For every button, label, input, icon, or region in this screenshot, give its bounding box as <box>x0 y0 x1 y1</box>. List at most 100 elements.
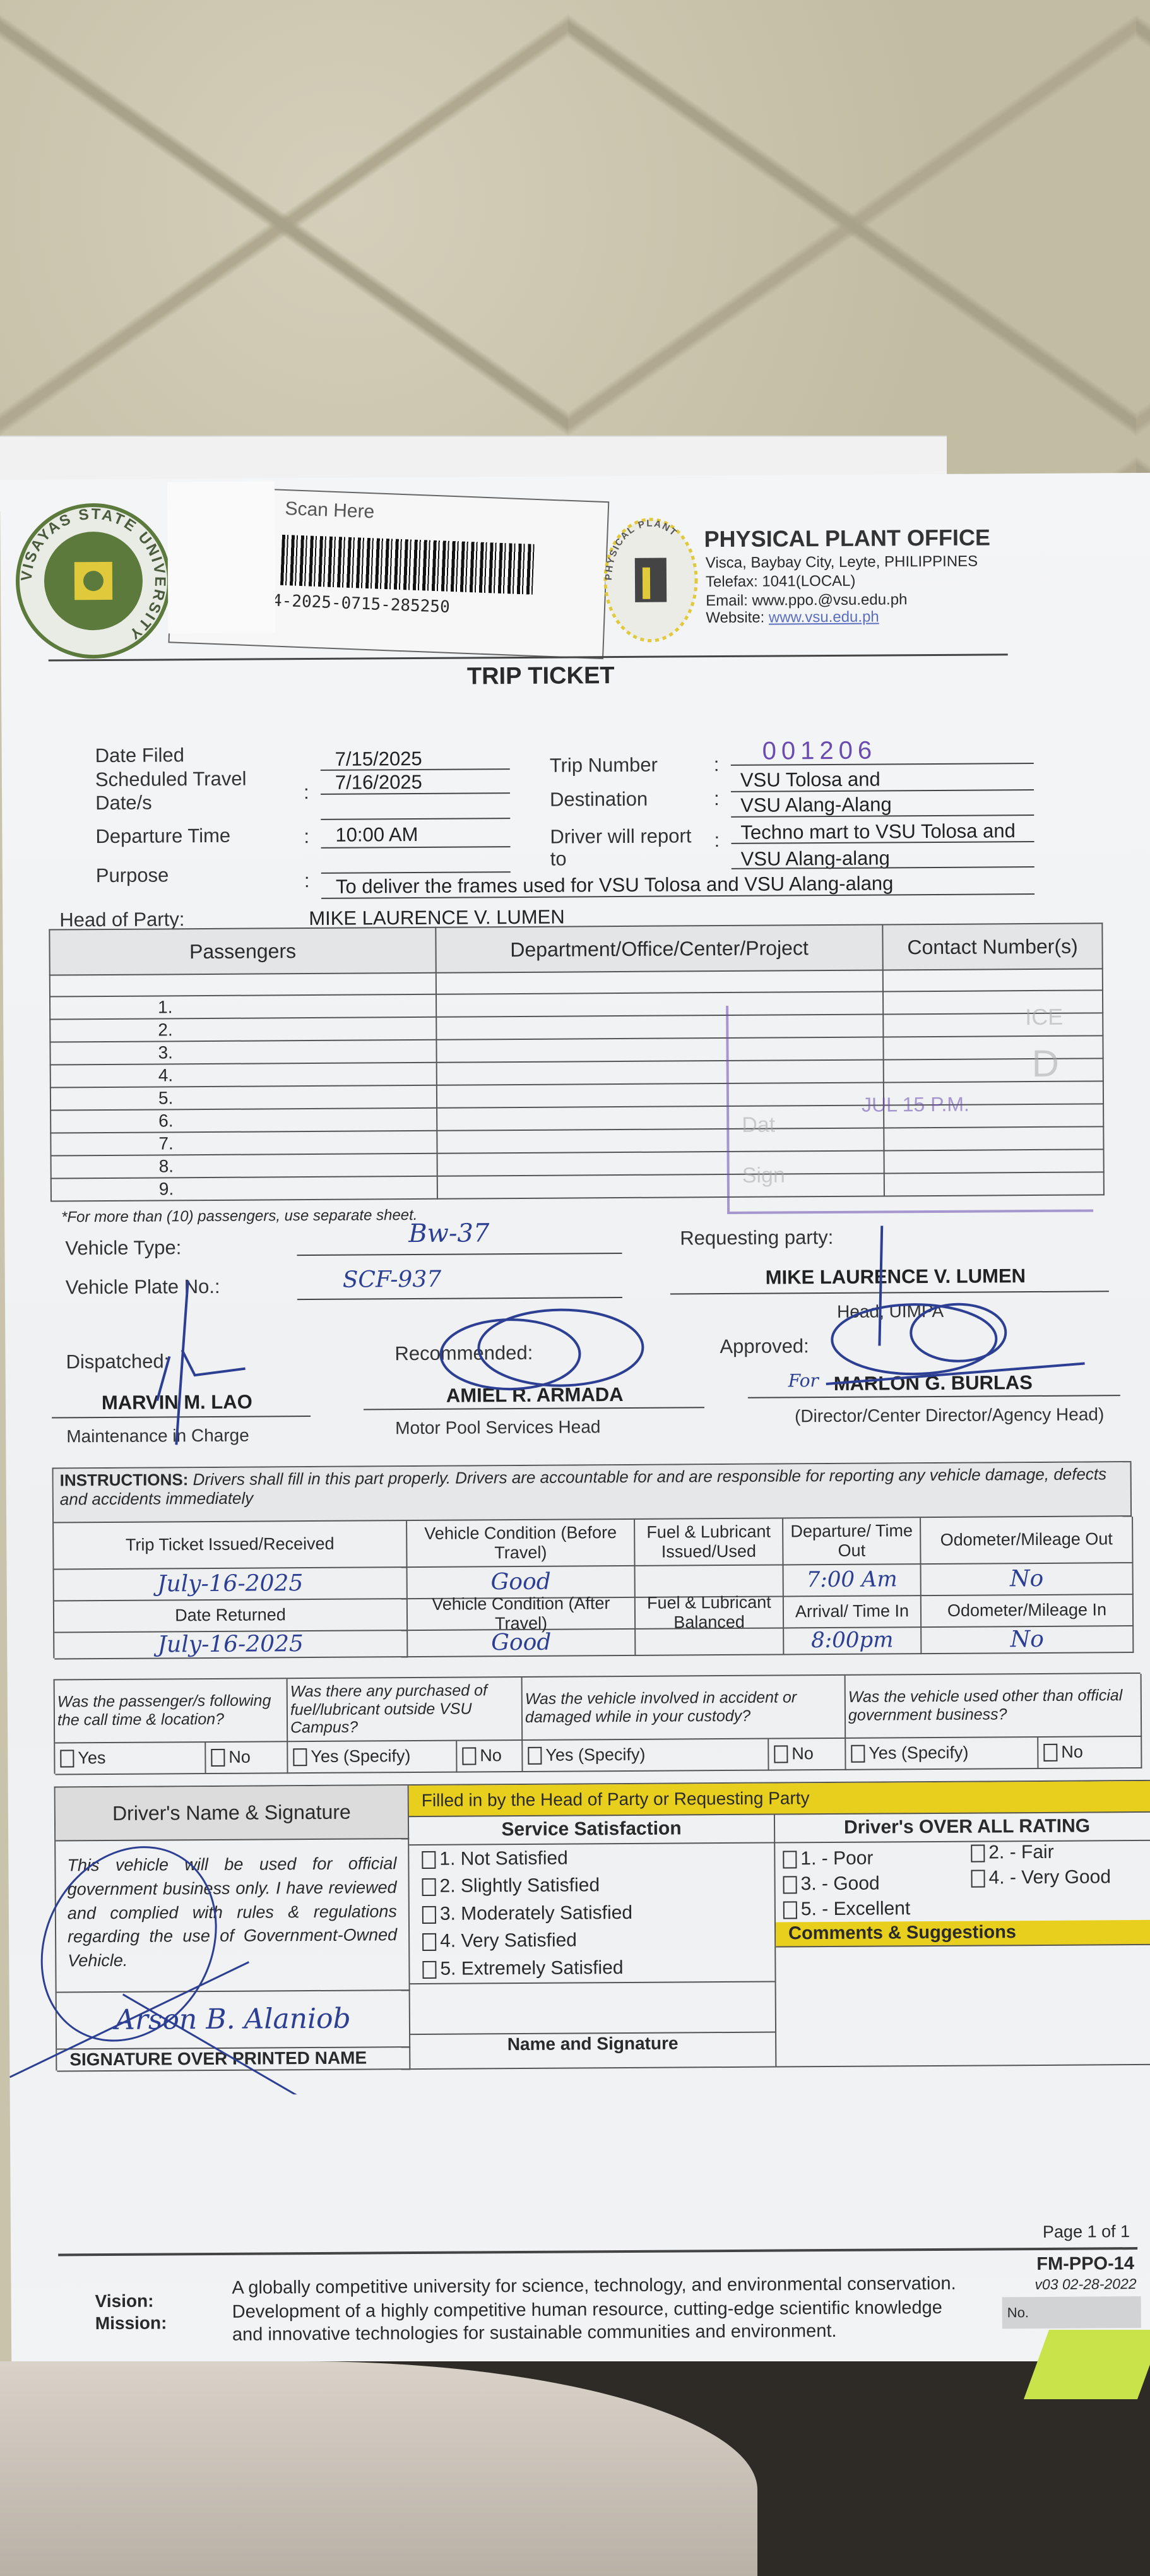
header-cell: Vehicle Condition (After Travel) <box>407 1594 636 1633</box>
scheduled-value[interactable]: 7/16/2025 <box>335 770 422 794</box>
option-label: 5. Extremely Satisfied <box>440 1957 624 1979</box>
option-label: No <box>228 1748 251 1767</box>
row-number[interactable]: 9. <box>50 1176 437 1202</box>
rating-option[interactable]: 5. - Excellent <box>783 1898 911 1921</box>
colon: : <box>303 781 309 804</box>
barcode-number: 4-2025-0715-285250 <box>271 591 451 617</box>
header-cell: Odometer/Mileage In <box>921 1595 1134 1628</box>
report-label-2: to <box>550 847 567 870</box>
cell[interactable] <box>882 969 1103 992</box>
destination-value-2[interactable]: VSU Alang-Alang <box>740 793 892 816</box>
header-cell: Fuel & Lubricant Issued/Used <box>635 1518 784 1566</box>
date-returned-value[interactable]: July-16-2025 <box>54 1631 408 1660</box>
instructions-box: INSTRUCTIONS: Drivers shall fill in this… <box>52 1461 1134 1660</box>
option-label: Yes (Specify) <box>868 1743 969 1763</box>
office-address: Visca, Baybay City, Leyte, PHILIPPINES <box>705 552 978 572</box>
header-cell: Fuel & Lubricant Balanced <box>635 1593 785 1632</box>
office-telefax: Telefax: 1041(LOCAL) <box>705 572 856 591</box>
page-title: TRIP TICKET <box>466 662 615 690</box>
column-header: Contact Number(s) <box>882 923 1103 970</box>
checkbox-option[interactable]: Yes <box>55 1743 206 1775</box>
checkbox[interactable] <box>211 1748 225 1767</box>
vsu-seal: VISAYAS STATE UNIVERSITY <box>15 503 171 659</box>
row-number[interactable]: 1. <box>50 994 437 1020</box>
cell[interactable] <box>49 972 436 997</box>
row-number[interactable]: 5. <box>50 1085 437 1111</box>
odometer-out-value[interactable]: No <box>921 1563 1134 1597</box>
header-cell: Date Returned <box>54 1599 408 1633</box>
vision-label: Vision: <box>95 2291 154 2311</box>
colon: : <box>304 825 310 848</box>
questions-box: Was the passenger/s following the call t… <box>53 1672 1142 1775</box>
underline <box>321 846 511 849</box>
row-number[interactable]: 2. <box>50 1017 437 1042</box>
row-number[interactable]: 8. <box>50 1153 437 1179</box>
checkbox[interactable] <box>528 1746 542 1765</box>
report-value-1[interactable]: Techno mart to VSU Tolosa and <box>740 820 1016 844</box>
checkbox[interactable] <box>774 1745 788 1763</box>
checkbox-option[interactable]: Yes (Specify) <box>288 1741 458 1774</box>
row-number[interactable]: 7. <box>50 1130 437 1156</box>
fuel-balanced-value[interactable] <box>636 1628 785 1656</box>
stamp-text: ICE <box>1025 1003 1064 1030</box>
approver-signature <box>910 1303 1007 1363</box>
cell[interactable] <box>436 970 883 994</box>
barcode <box>280 534 535 595</box>
option-label: Yes (Specify) <box>545 1745 646 1765</box>
option-label: 5. - Excellent <box>800 1898 911 1920</box>
rating-option[interactable]: 3. - Good <box>783 1873 880 1895</box>
checkbox-option[interactable]: Yes (Specify) <box>523 1739 769 1772</box>
underline <box>321 871 511 874</box>
departure-value[interactable]: 10:00 AM <box>335 823 418 846</box>
checkbox-option[interactable]: No <box>206 1742 288 1775</box>
trip-ticket-issued-value[interactable]: July-16-2025 <box>54 1568 408 1602</box>
checkbox-option[interactable]: No <box>769 1738 846 1771</box>
vision-text: A globally competitive university for sc… <box>232 2273 956 2298</box>
departure-label: Departure Time <box>95 824 231 848</box>
stamp-date: JUL 15 P.M. <box>861 1092 969 1116</box>
no-label: No. <box>1007 2305 1029 2321</box>
comments-area[interactable] <box>776 1945 1150 2068</box>
option-label: 1. - Poor <box>800 1847 874 1869</box>
date-filed-value[interactable]: 7/15/2025 <box>335 747 422 770</box>
ppo-seal: PHYSICAL PLANT <box>603 518 698 643</box>
website-link[interactable]: www.vsu.edu.ph <box>768 608 879 626</box>
row-number[interactable]: 3. <box>50 1039 437 1065</box>
option-label: 4. - Very Good <box>988 1866 1111 1888</box>
office-name: PHYSICAL PLANT OFFICE <box>704 524 991 552</box>
colon: : <box>713 753 720 776</box>
checkbox-option[interactable]: No <box>1038 1736 1142 1769</box>
row-number[interactable]: 4. <box>50 1062 437 1088</box>
checkbox-option[interactable]: Yes (Specify) <box>846 1737 1039 1770</box>
rating-option[interactable]: 1. - Poor <box>783 1847 874 1870</box>
rating-option[interactable]: 4. - Very Good <box>971 1866 1111 1889</box>
destination-value-1[interactable]: VSU Tolosa and <box>740 768 880 791</box>
service-option[interactable]: 3. Moderately Satisfied <box>422 1902 632 1926</box>
form-version: v03 02-28-2022 <box>1034 2275 1137 2293</box>
checkbox[interactable] <box>851 1744 865 1763</box>
time-in-value[interactable]: 8:00pm <box>784 1628 922 1655</box>
service-options: 1. Not Satisfied 2. Slightly Satisfied 3… <box>409 1843 776 1985</box>
date-filed-label: Date Filed <box>95 744 185 767</box>
service-heading: Service Satisfaction <box>408 1815 776 1846</box>
rating-option[interactable]: 2. - Fair <box>971 1842 1054 1864</box>
name-signature-area[interactable] <box>410 1982 777 2036</box>
checkbox[interactable] <box>60 1750 74 1768</box>
table-header-row: Passengers Department/Office/Center/Proj… <box>49 923 1103 975</box>
time-out-value[interactable]: 7:00 Am <box>783 1565 922 1597</box>
no-box[interactable]: No. <box>1002 2296 1141 2329</box>
option-label: 3. - Good <box>800 1873 880 1895</box>
recommender-signature <box>477 1308 644 1387</box>
service-option[interactable]: 5. Extremely Satisfied <box>422 1957 624 1980</box>
rating-heading: Driver's OVER ALL RATING <box>774 1812 1150 1844</box>
checkbox[interactable] <box>1043 1743 1058 1762</box>
colon: : <box>713 787 720 810</box>
odometer-in-value[interactable]: No <box>922 1626 1134 1655</box>
checkbox[interactable] <box>293 1748 307 1767</box>
option-label: Yes <box>78 1748 106 1768</box>
checkbox[interactable] <box>462 1747 477 1765</box>
instructions-text: INSTRUCTIONS: Drivers shall fill in this… <box>53 1462 1132 1524</box>
condition-after-value[interactable]: Good <box>408 1629 636 1658</box>
row-number[interactable]: 6. <box>50 1107 437 1133</box>
checkbox-option[interactable]: No <box>457 1740 523 1773</box>
